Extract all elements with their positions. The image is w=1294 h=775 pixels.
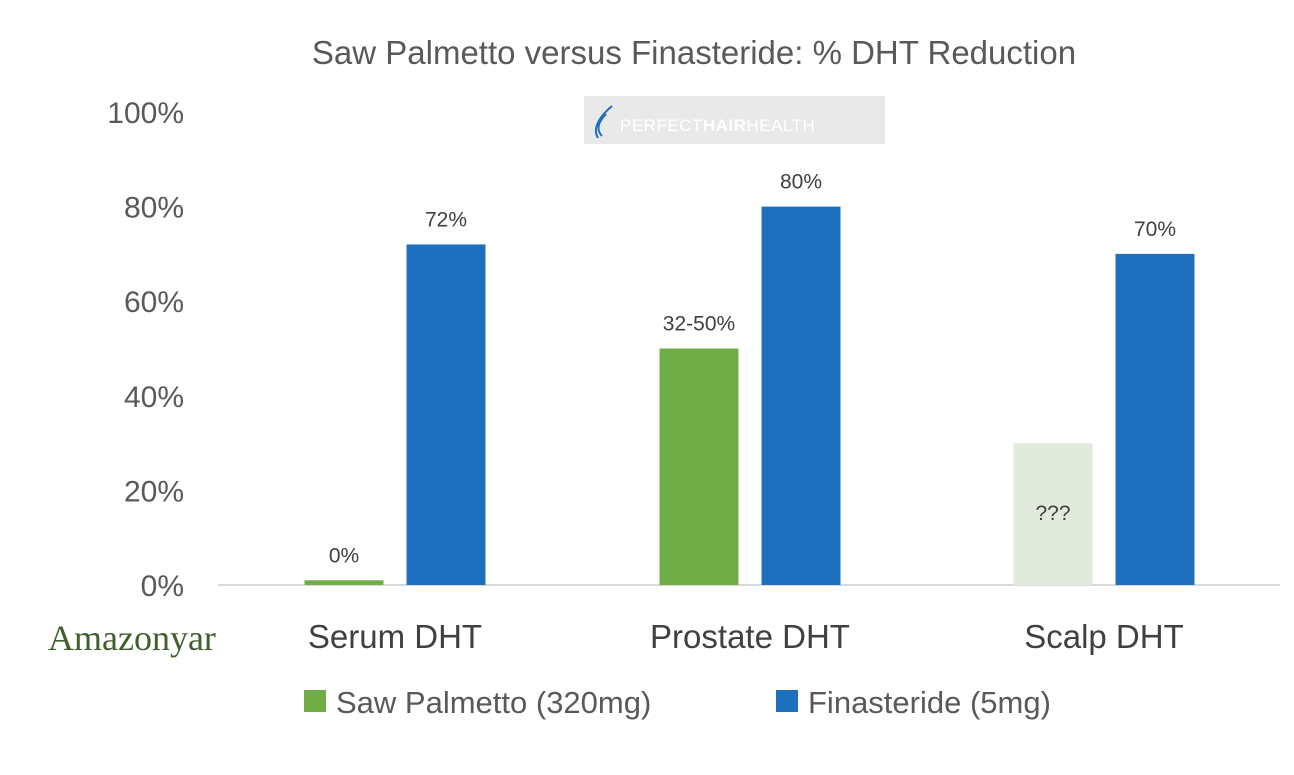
y-tick-label: 0% <box>141 570 184 603</box>
legend-label-finasteride: Finasteride (5mg) <box>808 685 1051 720</box>
y-tick-label: 40% <box>124 381 184 414</box>
x-category-label: Scalp DHT <box>1024 618 1184 655</box>
y-tick-label: 100% <box>107 97 184 130</box>
y-tick-label: 80% <box>124 192 184 225</box>
brand-logo: Amazonyar <box>48 618 216 658</box>
hair-strand-icon <box>594 105 613 139</box>
y-tick-label: 20% <box>124 475 184 508</box>
data-label: 72% <box>425 208 467 231</box>
legend: Saw Palmetto (320mg) Finasteride (5mg) <box>304 685 1051 720</box>
data-label: 70% <box>1134 218 1176 241</box>
legend-swatch-saw-palmetto <box>304 690 326 712</box>
bar-finasteride <box>1115 253 1195 585</box>
legend-swatch-finasteride <box>776 690 798 712</box>
data-label: 32-50% <box>663 313 735 336</box>
data-label: 80% <box>780 171 822 194</box>
bars: 0% 72% 32-50% 80%??? 70% <box>304 171 1195 585</box>
legend-label-saw-palmetto: Saw Palmetto (320mg) <box>336 685 651 720</box>
y-tick-label: 60% <box>124 286 184 319</box>
x-category-label: Prostate DHT <box>650 618 850 655</box>
bar-finasteride <box>761 206 841 585</box>
data-label: 0% <box>329 544 359 567</box>
y-axis: 0% 20% 40% 60% 80% 100% <box>107 97 184 603</box>
bar-saw-palmetto <box>1013 443 1093 585</box>
bar-saw-palmetto <box>304 580 384 585</box>
chart-title: Saw Palmetto versus Finasteride: % DHT R… <box>312 34 1076 71</box>
bar-saw-palmetto <box>659 348 739 585</box>
watermark-text-bold: HAIR <box>703 116 747 135</box>
data-label: ??? <box>1035 502 1070 525</box>
watermark-background <box>584 96 885 144</box>
x-axis: Serum DHT Prostate DHT Scalp DHT <box>308 618 1184 655</box>
watermark-text-2: HEALTH <box>746 116 815 135</box>
x-category-label: Serum DHT <box>308 618 482 655</box>
svg-text:PERFECTHAIRHEALTH: PERFECTHAIRHEALTH <box>620 116 815 135</box>
watermark-text-1: PERFECT <box>620 116 703 135</box>
watermark: PERFECTHAIRHEALTH <box>584 96 885 144</box>
bar-finasteride <box>406 244 486 585</box>
